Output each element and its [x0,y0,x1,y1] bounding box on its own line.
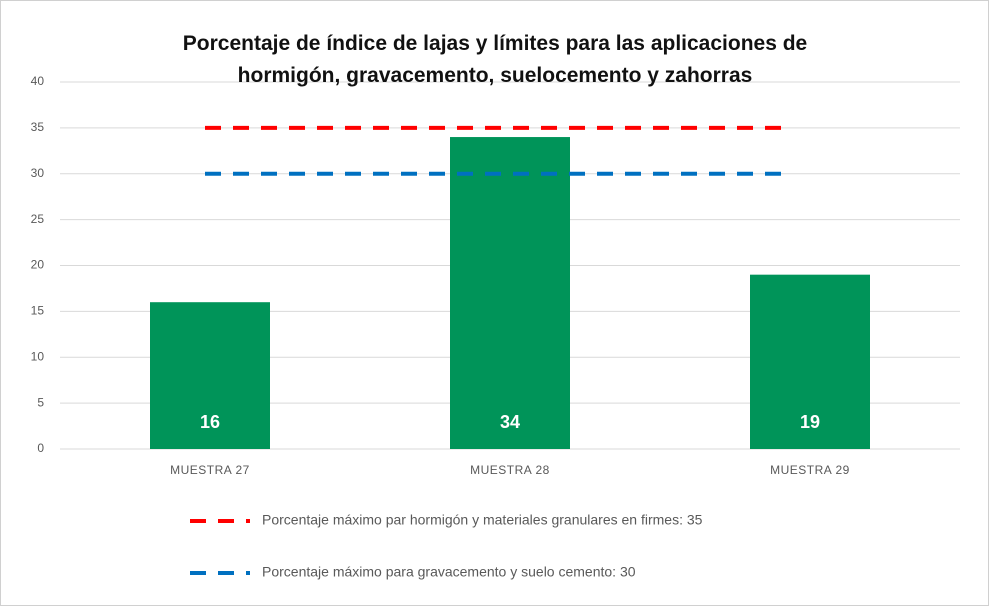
y-tick-label: 15 [31,304,45,318]
data-label: 34 [500,412,520,432]
bar [750,274,870,449]
x-tick-label: MUESTRA 28 [470,463,550,477]
y-tick-label: 35 [31,120,45,134]
x-tick-label: MUESTRA 27 [170,463,250,477]
bar [150,302,270,449]
y-tick-label: 25 [31,212,45,226]
y-tick-label: 40 [31,74,45,88]
legend-label: Porcentaje máximo par hormigón y materia… [262,512,703,528]
data-label: 16 [200,412,220,432]
bar [450,137,570,450]
y-tick-label: 10 [31,349,45,363]
y-tick-label: 30 [31,166,45,180]
y-tick-label: 20 [31,258,45,272]
legend-label: Porcentaje máximo para gravacemento y su… [262,564,636,580]
y-tick-label: 5 [37,395,44,409]
y-tick-label: 0 [37,441,44,455]
x-tick-label: MUESTRA 29 [770,463,850,477]
chart-title: Porcentaje de índice de lajas y límites … [182,32,808,87]
data-label: 19 [800,412,820,432]
